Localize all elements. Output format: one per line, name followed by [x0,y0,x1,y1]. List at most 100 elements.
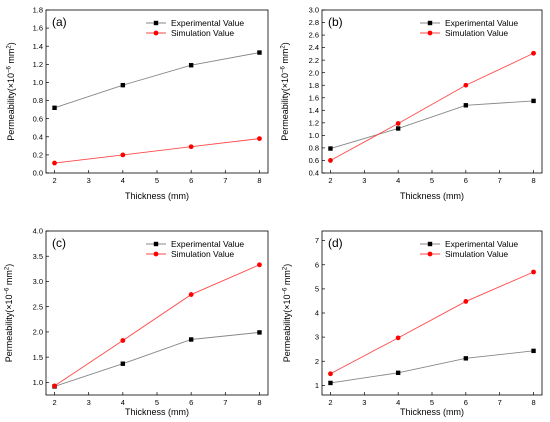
y-tick-label: 3.5 [33,252,43,261]
x-tick-label: 2 [328,176,332,185]
chart-panel-1: 2 3 4 5 6 7 8 0.4 0.6 0.8 1.0 1.2 1.4 1.6 1.8 2.0 2.2 2.4… [280,6,543,201]
x-tick-label: 6 [189,176,193,185]
legend-marker [153,20,159,26]
x-tick-label: 8 [257,176,261,185]
y-tick-label: 1.4 [33,42,43,51]
series-line-1 [54,264,260,387]
legend-marker [153,251,159,257]
x-tick-label: 5 [430,176,434,185]
data-point-simulation [120,152,126,158]
series-line-1 [54,138,260,164]
y-tick-label: 2.5 [33,302,43,311]
data-point-simulation [328,371,333,377]
x-tick-label: 7 [223,398,227,407]
y-axis-label: Permeability(×10−6 mm2) [280,42,290,140]
x-tick-label: 3 [362,176,366,185]
x-tick-label: 3 [87,398,91,407]
data-point-experimental [120,361,126,366]
data-point-simulation [257,262,262,268]
legend-marker [427,251,433,257]
y-tick-label: 0.8 [309,144,319,153]
data-point-experimental [395,126,401,131]
y-tick-label: 2.0 [33,328,43,337]
data-point-experimental [120,82,126,88]
x-tick-label: 7 [498,398,502,407]
panel-label: (d) [328,236,343,250]
data-point-experimental [328,380,333,386]
data-point-experimental [257,50,262,55]
x-tick-label: 5 [430,398,434,407]
legend-marker [153,241,159,247]
x-tick-label: 7 [498,176,502,185]
x-tick-label: 6 [464,176,468,185]
series-line-0 [54,52,260,109]
chart-panel-2: 2 3 4 5 6 7 8 1.0 1.5 2.0 2.5 3.0 3.5 4.0 Thickness (m… [4,227,269,417]
y-tick-label: 2.8 [309,18,319,27]
data-point-simulation [52,160,57,166]
data-point-simulation [52,383,57,389]
y-tick-label: 1.6 [33,24,43,33]
y-tick-label: 1.2 [309,118,319,127]
x-tick-label: 4 [121,398,125,407]
legend-marker [153,30,159,36]
y-tick-label: 3.0 [33,277,43,286]
legend-entry: Simulation Value [171,249,234,259]
y-tick-label: 1.8 [309,81,319,90]
y-tick-label: 6 [315,260,319,269]
y-axis-label: Permeability(×10−6 mm2) [4,264,14,362]
data-point-simulation [188,292,194,297]
data-point-simulation [257,136,262,141]
data-point-simulation [188,144,194,150]
data-point-simulation [120,338,126,343]
x-tick-label: 6 [189,398,193,407]
panel-label: (a) [52,15,67,29]
y-axis-label: Permeability(×10−6 mm2) [6,42,16,140]
y-tick-label: 2 [315,357,319,366]
y-tick-label: 1.6 [309,93,319,102]
legend-entry: Experimental Value [171,18,244,28]
y-tick-label: 2.0 [309,68,319,77]
y-axis-label: Permeability(×10−6 mm2) [282,264,292,362]
y-tick-label: 5 [315,284,319,293]
y-tick-label: 7 [315,236,319,245]
data-point-experimental [328,146,333,151]
legend-entry: Simulation Value [171,28,234,38]
data-point-simulation [531,269,536,275]
data-point-simulation [531,50,536,56]
x-tick-label: 3 [362,398,366,407]
panel-label: (c) [52,236,66,250]
y-tick-label: 2.4 [309,43,319,52]
chart-panel-0: 2 3 4 5 6 7 8 0.0 0.2 0.4 0.6 0.8 1.0 1.2 1.4 1.6 1.8 Thi… [6,6,269,201]
data-point-simulation [328,158,333,163]
y-tick-label: 0.0 [33,169,43,178]
y-tick-label: 0.8 [33,96,43,105]
y-tick-label: 0.2 [33,150,43,159]
y-tick-label: 2.2 [309,56,319,65]
series-line-0 [54,331,260,387]
y-tick-label: 3.0 [309,6,319,15]
data-point-experimental [52,105,57,110]
x-tick-label: 2 [52,398,56,407]
data-point-simulation [395,121,401,126]
data-point-simulation [463,299,469,304]
y-tick-label: 1.2 [33,60,43,69]
y-tick-label: 1.0 [33,378,43,387]
y-tick-label: 1.5 [33,353,43,362]
x-tick-label: 2 [52,176,56,185]
y-tick-label: 1.8 [33,6,43,15]
panel-label: (b) [328,15,343,29]
x-axis-label: Thickness (mm) [400,191,464,201]
x-tick-label: 6 [464,398,468,407]
x-tick-label: 5 [155,398,159,407]
legend-entry: Experimental Value [445,18,518,28]
x-tick-label: 4 [121,176,125,185]
y-tick-label: 4.0 [33,227,43,236]
data-point-simulation [463,82,469,88]
y-tick-label: 1.0 [309,131,319,140]
y-tick-label: 2.6 [309,31,319,40]
x-axis-label: Thickness (mm) [125,407,189,417]
series-line-0 [330,350,534,384]
x-tick-label: 3 [87,176,91,185]
